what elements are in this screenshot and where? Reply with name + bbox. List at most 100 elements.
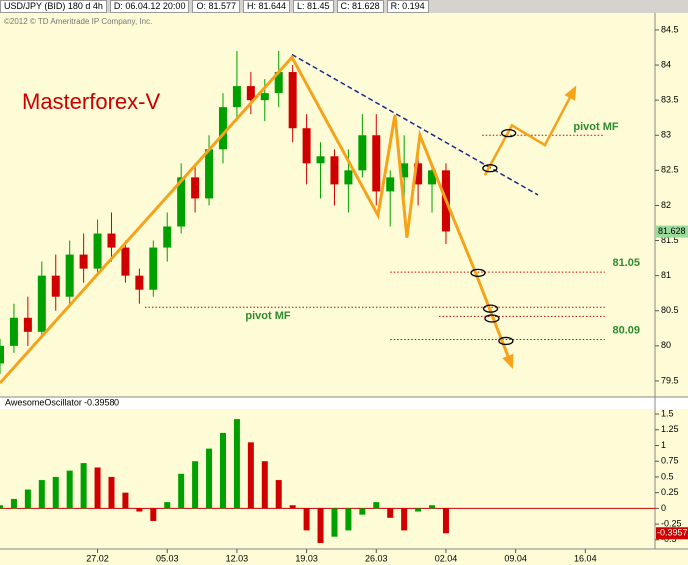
- marker: [482, 164, 498, 173]
- y-tick-label: 0: [661, 503, 666, 513]
- last-price-label: 81.628: [658, 226, 686, 236]
- candle-body: [9, 317, 18, 346]
- y-tick-label: 0.5: [661, 471, 674, 481]
- candle-body: [414, 163, 423, 185]
- symbol: USD/JPY (BID) 180 d 4h: [0, 0, 107, 13]
- y-tick-label: 80: [661, 340, 671, 350]
- indicator-value: 0: [114, 397, 119, 407]
- oscillator-bar: [303, 508, 310, 531]
- candle-body: [288, 72, 297, 129]
- candle-body: [316, 156, 325, 164]
- header-field: L: 81.45: [293, 0, 334, 13]
- oscillator-bar: [136, 508, 143, 512]
- level-label: pivot MF: [245, 310, 290, 322]
- oscillator-bar: [206, 448, 213, 509]
- candle-body: [149, 247, 158, 290]
- candle-body: [79, 254, 88, 269]
- oscillator-bar: [345, 508, 352, 531]
- y-tick-label: 1: [661, 440, 666, 450]
- y-tick-label: 0.75: [661, 456, 679, 466]
- last-value-label: -0.3957: [657, 528, 688, 538]
- candle-body: [23, 317, 32, 332]
- oscillator-bar: [52, 476, 59, 509]
- y-tick-label: 82: [661, 200, 671, 210]
- candle-body: [428, 170, 437, 185]
- candle-body: [218, 107, 227, 150]
- candle-body: [37, 275, 46, 332]
- oscillator-bar: [233, 419, 240, 509]
- y-tick-label: 1.5: [661, 408, 674, 418]
- header-field: C: 81.628: [336, 0, 384, 13]
- candle-body: [400, 163, 409, 178]
- x-tick-label: 26.03: [365, 553, 388, 563]
- x-tick-label: 02.04: [435, 553, 458, 563]
- marker: [484, 314, 500, 323]
- oscillator-bar: [373, 502, 380, 509]
- oscillator-bar: [0, 505, 3, 509]
- pattern-line: [483, 87, 576, 176]
- oscillator-bar: [401, 508, 408, 531]
- header-field: R: 0.194: [386, 0, 429, 13]
- indicator-value: -0.3958: [84, 397, 115, 407]
- candle-body: [135, 275, 144, 290]
- x-tick-label: 19.03: [295, 553, 318, 563]
- oscillator-bar: [164, 502, 171, 509]
- header-field: O: 81.577: [192, 0, 240, 13]
- oscillator-bar: [429, 505, 436, 509]
- candle-body: [274, 72, 283, 94]
- oscillator-bar: [219, 432, 226, 509]
- candle-body: [302, 128, 311, 164]
- oscillator-bar: [24, 489, 31, 509]
- oscillator-bar: [122, 492, 129, 509]
- oscillator-bar: [80, 463, 87, 509]
- oscillator-bar: [261, 461, 268, 509]
- x-tick-label: 12.03: [226, 553, 249, 563]
- y-tick-label: 80.5: [661, 305, 679, 315]
- marker: [501, 128, 517, 138]
- candle-body: [51, 275, 60, 297]
- oscillator-bar: [289, 505, 296, 509]
- candle-body: [344, 170, 353, 185]
- y-tick-label: 83: [661, 130, 671, 140]
- oscillator-bar: [192, 461, 199, 509]
- candle-body: [65, 254, 74, 297]
- y-tick-label: 81.5: [661, 235, 679, 245]
- candle-body: [372, 135, 381, 192]
- y-tick-label: 84.5: [661, 24, 679, 34]
- oscillator-bar: [442, 508, 449, 534]
- pattern-line: [0, 54, 514, 385]
- copyright: ©2012 © TD Ameritrade IP Company, Inc.: [4, 17, 152, 26]
- candle-body: [330, 156, 339, 185]
- oscillator-bar: [108, 476, 115, 509]
- candle-body: [246, 86, 255, 101]
- level-label: 80.09: [612, 324, 640, 336]
- x-tick-label: 05.03: [156, 553, 179, 563]
- candle-body: [177, 177, 186, 227]
- candle-body: [107, 233, 116, 248]
- level-label: 81.05: [612, 257, 640, 269]
- candle-body: [191, 177, 200, 199]
- last-price-box: [656, 225, 688, 238]
- indicator-name: AwesomeOscillator: [5, 397, 82, 407]
- chart-annotation: Masterforex-V: [22, 89, 160, 114]
- y-tick-label: 83.5: [661, 95, 679, 105]
- candle-body: [121, 247, 130, 276]
- osc-header: [0, 397, 688, 409]
- candle-body: [0, 345, 4, 364]
- oscillator-bar: [317, 508, 324, 543]
- arrow-head: [502, 353, 514, 370]
- y-tick-label: 79.5: [661, 375, 679, 385]
- oscillator-bar: [10, 498, 17, 509]
- oscillator-bar: [359, 508, 366, 515]
- y-tick-label: 82.5: [661, 165, 679, 175]
- y-tick-label: 1.25: [661, 424, 679, 434]
- oscillator-bar: [415, 508, 422, 512]
- oscillator-bar: [66, 470, 73, 509]
- y-tick-label: 0.25: [661, 487, 679, 497]
- last-value-box: [656, 527, 688, 540]
- header-bar: USD/JPY (BID) 180 d 4h D: 06.04.12 20:00…: [0, 0, 688, 13]
- arrow-head: [564, 85, 577, 101]
- oscillator-bar: [247, 442, 254, 509]
